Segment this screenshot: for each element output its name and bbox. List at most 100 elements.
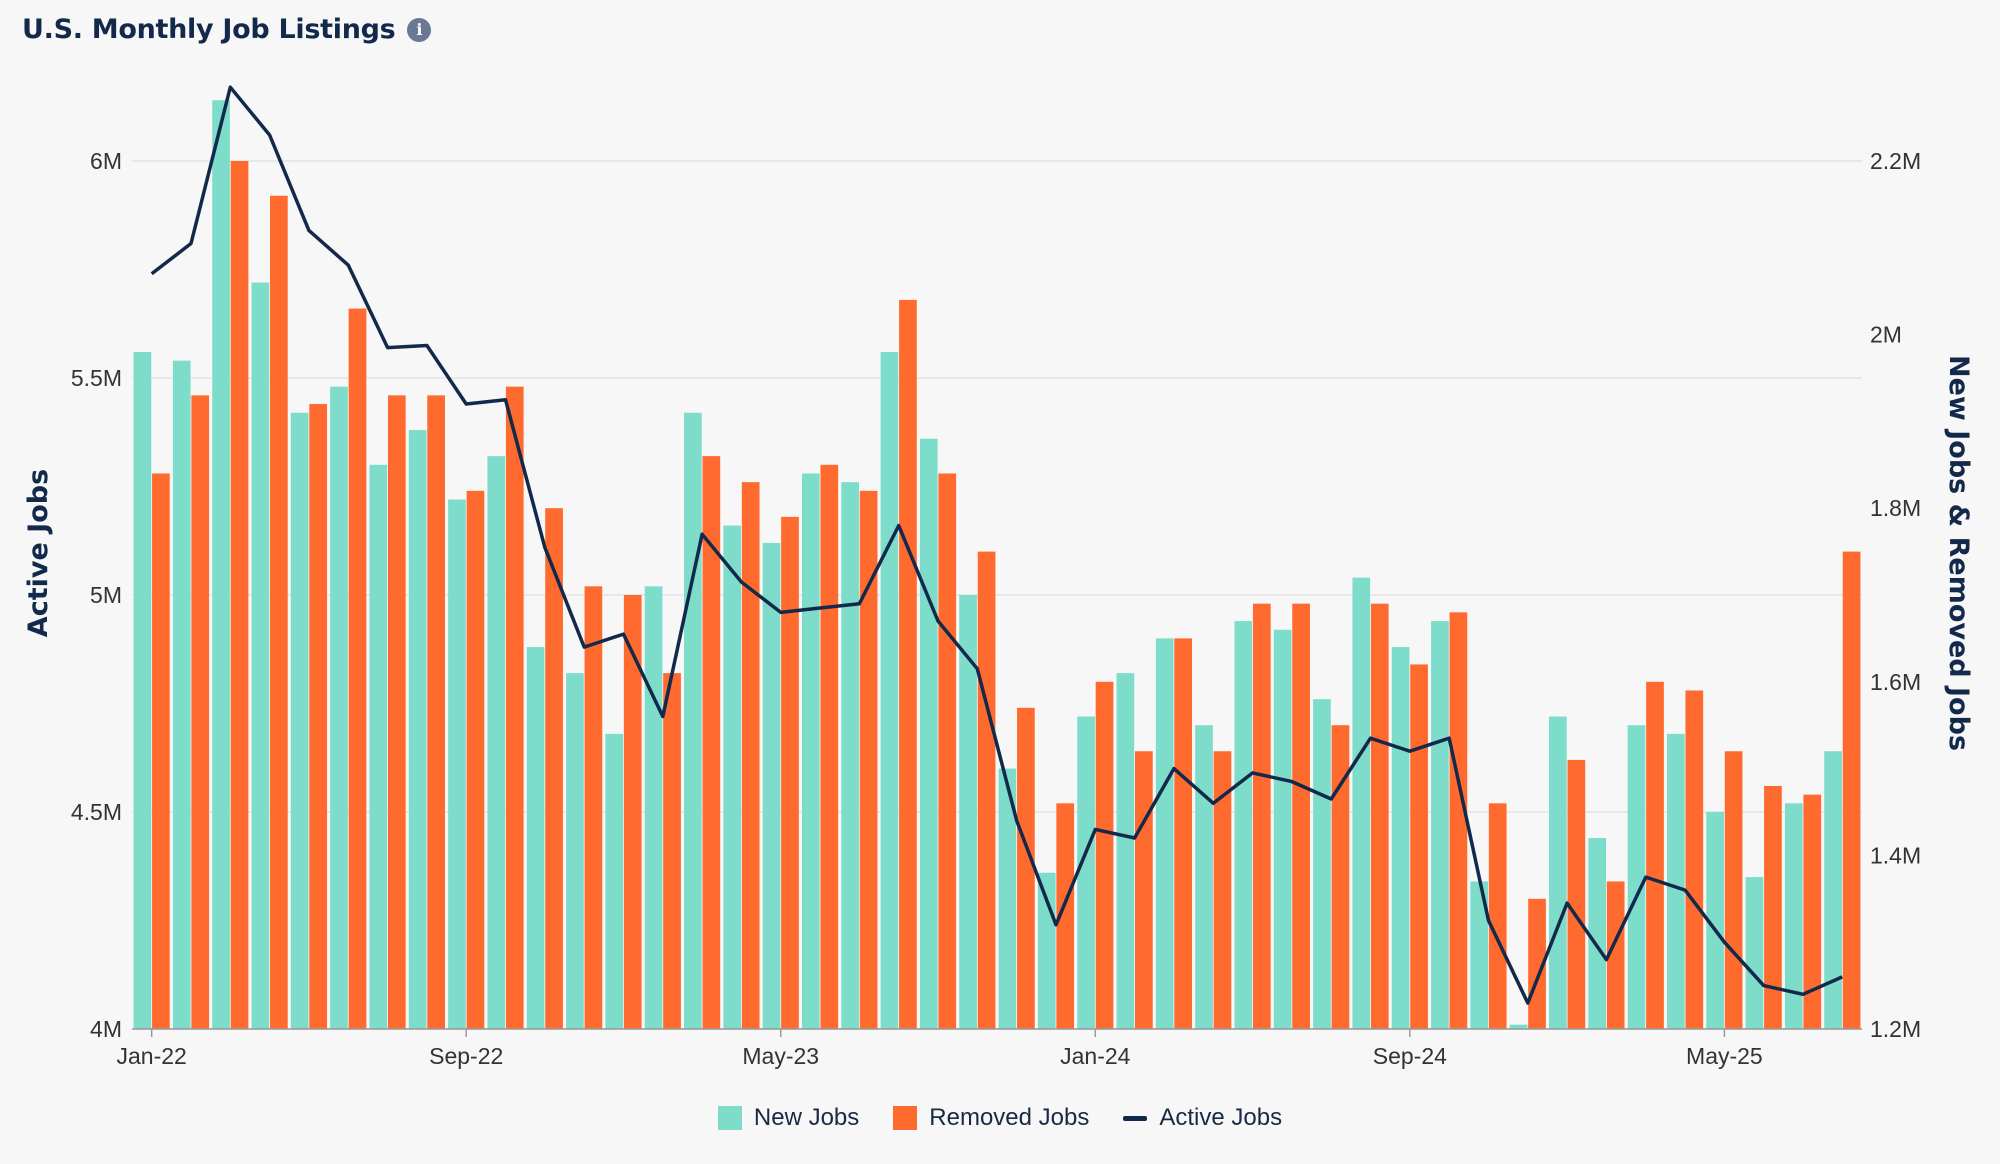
y-right-axis-title: New Jobs & Removed Jobs	[1943, 355, 1974, 751]
bar-new-jobs	[1234, 621, 1253, 1029]
bar-removed-jobs	[1410, 664, 1428, 1029]
bar-new-jobs	[1195, 725, 1213, 1029]
bar-new-jobs	[1391, 647, 1410, 1029]
bar-removed-jobs	[1370, 603, 1389, 1029]
bar-removed-jobs	[466, 490, 485, 1030]
x-tick-label: Jan-22	[116, 1043, 186, 1069]
bar-removed-jobs	[270, 195, 288, 1030]
bar-removed-jobs	[1135, 751, 1153, 1029]
y-right-tick-label: 2M	[1870, 322, 1902, 348]
legend-swatch-new-jobs	[717, 1106, 742, 1130]
bar-new-jobs	[566, 673, 584, 1029]
bar-removed-jobs	[427, 395, 445, 1029]
bar-new-jobs	[605, 733, 624, 1029]
bar-removed-jobs	[1488, 803, 1507, 1029]
x-tick-label: Sep-22	[429, 1043, 503, 1069]
bar-new-jobs	[1155, 638, 1174, 1029]
bar-removed-jobs	[387, 395, 406, 1029]
y-left-tick-label: 4.5M	[71, 799, 122, 825]
bar-removed-jobs	[1056, 803, 1075, 1029]
bar-removed-jobs	[1842, 551, 1861, 1029]
bar-new-jobs	[1588, 838, 1607, 1029]
legend-label-removed-jobs: Removed Jobs	[929, 1104, 1090, 1131]
legend-swatch-active-jobs	[1123, 1115, 1148, 1121]
bar-new-jobs	[1706, 812, 1724, 1029]
bar-removed-jobs	[230, 161, 249, 1029]
bar-removed-jobs	[859, 490, 878, 1030]
bar-new-jobs	[1431, 621, 1449, 1029]
bar-removed-jobs	[623, 595, 642, 1029]
bar-removed-jobs	[1095, 681, 1114, 1029]
bar-new-jobs	[1549, 716, 1567, 1029]
bar-removed-jobs	[1528, 898, 1546, 1029]
bar-removed-jobs	[1449, 612, 1468, 1029]
y-left-tick-label: 4M	[90, 1016, 122, 1042]
bar-removed-jobs	[348, 308, 367, 1029]
bar-new-jobs	[1470, 881, 1489, 1029]
legend-swatch-removed-jobs	[893, 1106, 918, 1130]
y-right-tick-label: 1.8M	[1870, 495, 1921, 521]
bar-removed-jobs	[152, 473, 170, 1030]
legend-item-active-jobs[interactable]: Active Jobs	[1123, 1104, 1282, 1132]
bar-removed-jobs	[938, 473, 957, 1030]
bar-removed-jobs	[781, 516, 799, 1029]
bar-new-jobs	[1784, 803, 1803, 1029]
bar-new-jobs	[133, 351, 152, 1030]
bar-new-jobs	[801, 473, 820, 1030]
bar-new-jobs	[1824, 751, 1842, 1029]
info-icon[interactable]: i	[407, 17, 432, 42]
bar-new-jobs	[919, 438, 938, 1029]
bar-new-jobs	[1627, 725, 1646, 1029]
bar-new-jobs	[172, 360, 191, 1029]
bar-new-jobs	[644, 586, 663, 1029]
bar-removed-jobs	[584, 586, 603, 1029]
bar-removed-jobs	[899, 299, 917, 1029]
bar-new-jobs	[290, 412, 309, 1030]
bar-new-jobs	[1313, 699, 1331, 1029]
bar-removed-jobs	[1331, 725, 1350, 1029]
bar-new-jobs	[1273, 629, 1292, 1029]
bar-removed-jobs	[545, 508, 563, 1029]
legend-label-new-jobs: New Jobs	[753, 1104, 860, 1131]
y-right-tick-label: 1.6M	[1870, 669, 1921, 695]
bar-new-jobs	[1509, 1024, 1528, 1029]
bar-removed-jobs	[1803, 794, 1822, 1029]
y-right-tick-label: 1.2M	[1870, 1016, 1921, 1042]
bar-removed-jobs	[741, 482, 760, 1029]
bar-removed-jobs	[1606, 881, 1625, 1029]
bar-new-jobs	[212, 100, 230, 1030]
bar-removed-jobs	[663, 673, 681, 1029]
bar-removed-jobs	[1685, 690, 1704, 1029]
legend-item-new-jobs[interactable]: New Jobs	[717, 1104, 860, 1132]
bar-removed-jobs	[1724, 751, 1743, 1029]
bar-new-jobs	[1077, 716, 1095, 1029]
bar-removed-jobs	[1213, 751, 1232, 1029]
bar-new-jobs	[1666, 733, 1685, 1029]
bar-removed-jobs	[1567, 759, 1586, 1029]
bar-new-jobs	[684, 412, 702, 1030]
bar-new-jobs	[330, 386, 348, 1029]
chart-title-row: U.S. Monthly Job Listings i	[22, 14, 432, 45]
bar-removed-jobs	[820, 464, 839, 1029]
legend-label-active-jobs: Active Jobs	[1159, 1104, 1283, 1131]
bar-removed-jobs	[1646, 681, 1664, 1029]
bar-new-jobs	[1745, 877, 1764, 1029]
bar-new-jobs	[880, 351, 899, 1030]
y-left-axis-title: Active Jobs	[23, 469, 54, 637]
x-tick-label: Jan-24	[1060, 1043, 1131, 1069]
bar-removed-jobs	[1017, 707, 1035, 1029]
line-active-jobs	[150, 85, 1844, 1005]
x-tick-label: Sep-24	[1373, 1043, 1447, 1069]
bar-new-jobs	[448, 499, 466, 1029]
y-right-tick-label: 2.2M	[1870, 148, 1921, 174]
legend-item-removed-jobs[interactable]: Removed Jobs	[893, 1104, 1089, 1132]
bar-new-jobs	[526, 647, 545, 1029]
bar-new-jobs	[841, 482, 859, 1029]
bar-removed-jobs	[702, 456, 721, 1029]
y-left-tick-label: 5.5M	[71, 365, 122, 391]
bar-new-jobs	[251, 282, 270, 1029]
bar-new-jobs	[1352, 577, 1371, 1029]
bar-removed-jobs	[977, 551, 996, 1029]
bar-removed-jobs	[1764, 785, 1782, 1029]
